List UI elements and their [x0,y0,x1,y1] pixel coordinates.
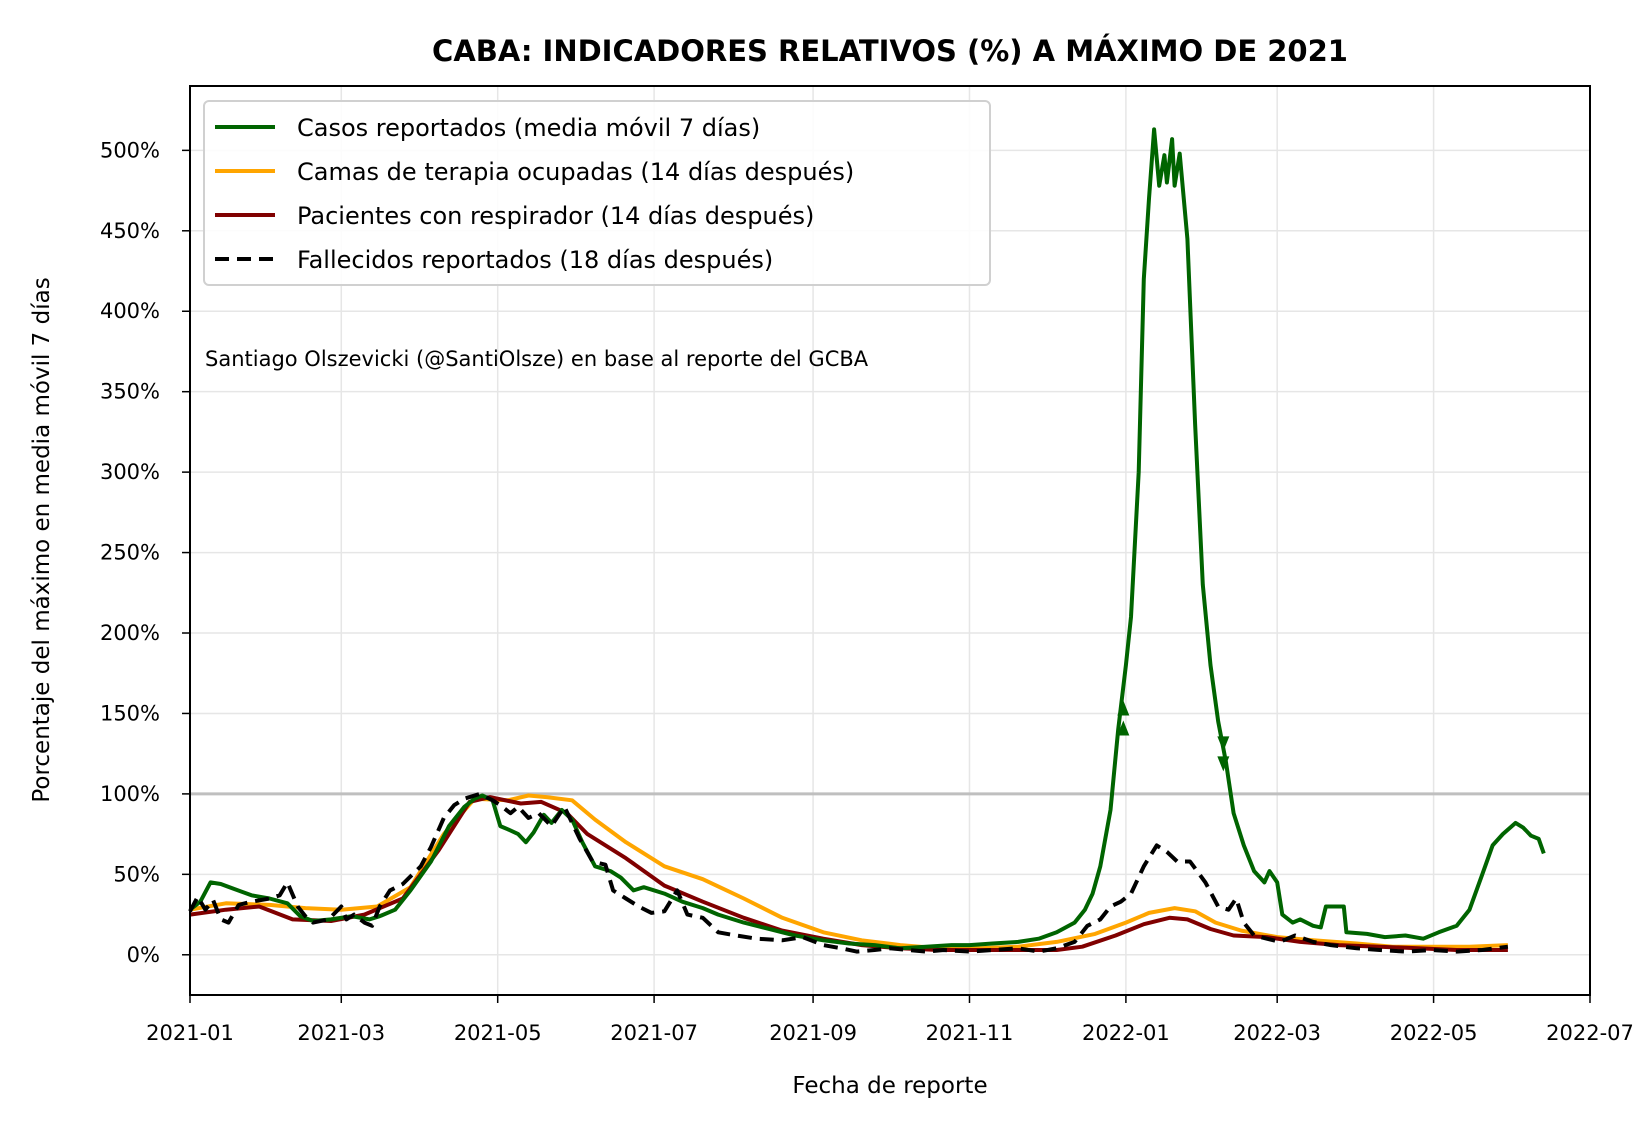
y-tick-label: 350% [100,380,160,404]
legend-label-fallecidos: Fallecidos reportados (18 días después) [297,246,773,274]
x-axis: 2021-01 2021-03 2021-05 2021-07 2021-09 2021-… [146,995,1634,1045]
marker-down-triangle [1217,756,1230,772]
legend-label-respirador: Pacientes con respirador (14 días despué… [297,202,814,230]
legend: Casos reportados (media móvil 7 días) Ca… [203,100,991,286]
legend-label-casos: Casos reportados (media móvil 7 días) [297,114,760,142]
source-annotation: Santiago Olszevicki (@SantiOlsze) en bas… [205,347,869,371]
legend-box [203,100,991,286]
y-tick-label: 0% [127,943,160,967]
y-axis-label: Porcentaje del máximo en media móvil 7 d… [29,277,55,802]
y-tick-label: 50% [113,862,160,886]
y-tick-label: 500% [100,138,160,162]
x-tick-label: 2021-07 [610,1021,698,1045]
x-tick-label: 2021-11 [926,1021,1014,1045]
series-line-casos [188,127,1546,951]
plot-frame [189,85,1591,996]
y-tick-label: 200% [100,621,160,645]
x-tick-label: 2021-09 [769,1021,857,1045]
y-tick-label: 450% [100,219,160,243]
legend-label-camas: Camas de terapia ocupadas (14 días despu… [297,158,854,186]
x-tick-label: 2022-07 [1546,1021,1634,1045]
y-tick-label: 300% [100,460,160,484]
series-line-camas [189,793,1508,951]
x-tick-label: 2021-01 [146,1021,234,1045]
x-tick-label: 2022-01 [1082,1021,1170,1045]
y-tick-label: 250% [100,541,160,565]
x-tick-label: 2022-05 [1390,1021,1478,1045]
series-line-fallecidos [188,791,1509,954]
y-tick-label: 400% [100,299,160,323]
x-tick-label: 2022-03 [1233,1021,1321,1045]
marker-up-triangle [1117,720,1130,736]
marker-up-triangle [1117,700,1130,716]
x-tick-label: 2021-05 [454,1021,542,1045]
marker-down-triangle [1217,736,1230,752]
y-tick-label: 100% [100,782,160,806]
series-group [188,127,1546,954]
y-axis: 0% 50% 100% 150% 200% 250% 300% 350% 400% 450% 500… [100,138,190,967]
x-tick-label: 2021-03 [297,1021,385,1045]
chart-title: CABA: INDICADORES RELATIVOS (%) A MÁXIMO… [432,34,1348,68]
x-axis-label: Fecha de reporte [792,1073,987,1099]
y-tick-label: 150% [100,701,160,725]
